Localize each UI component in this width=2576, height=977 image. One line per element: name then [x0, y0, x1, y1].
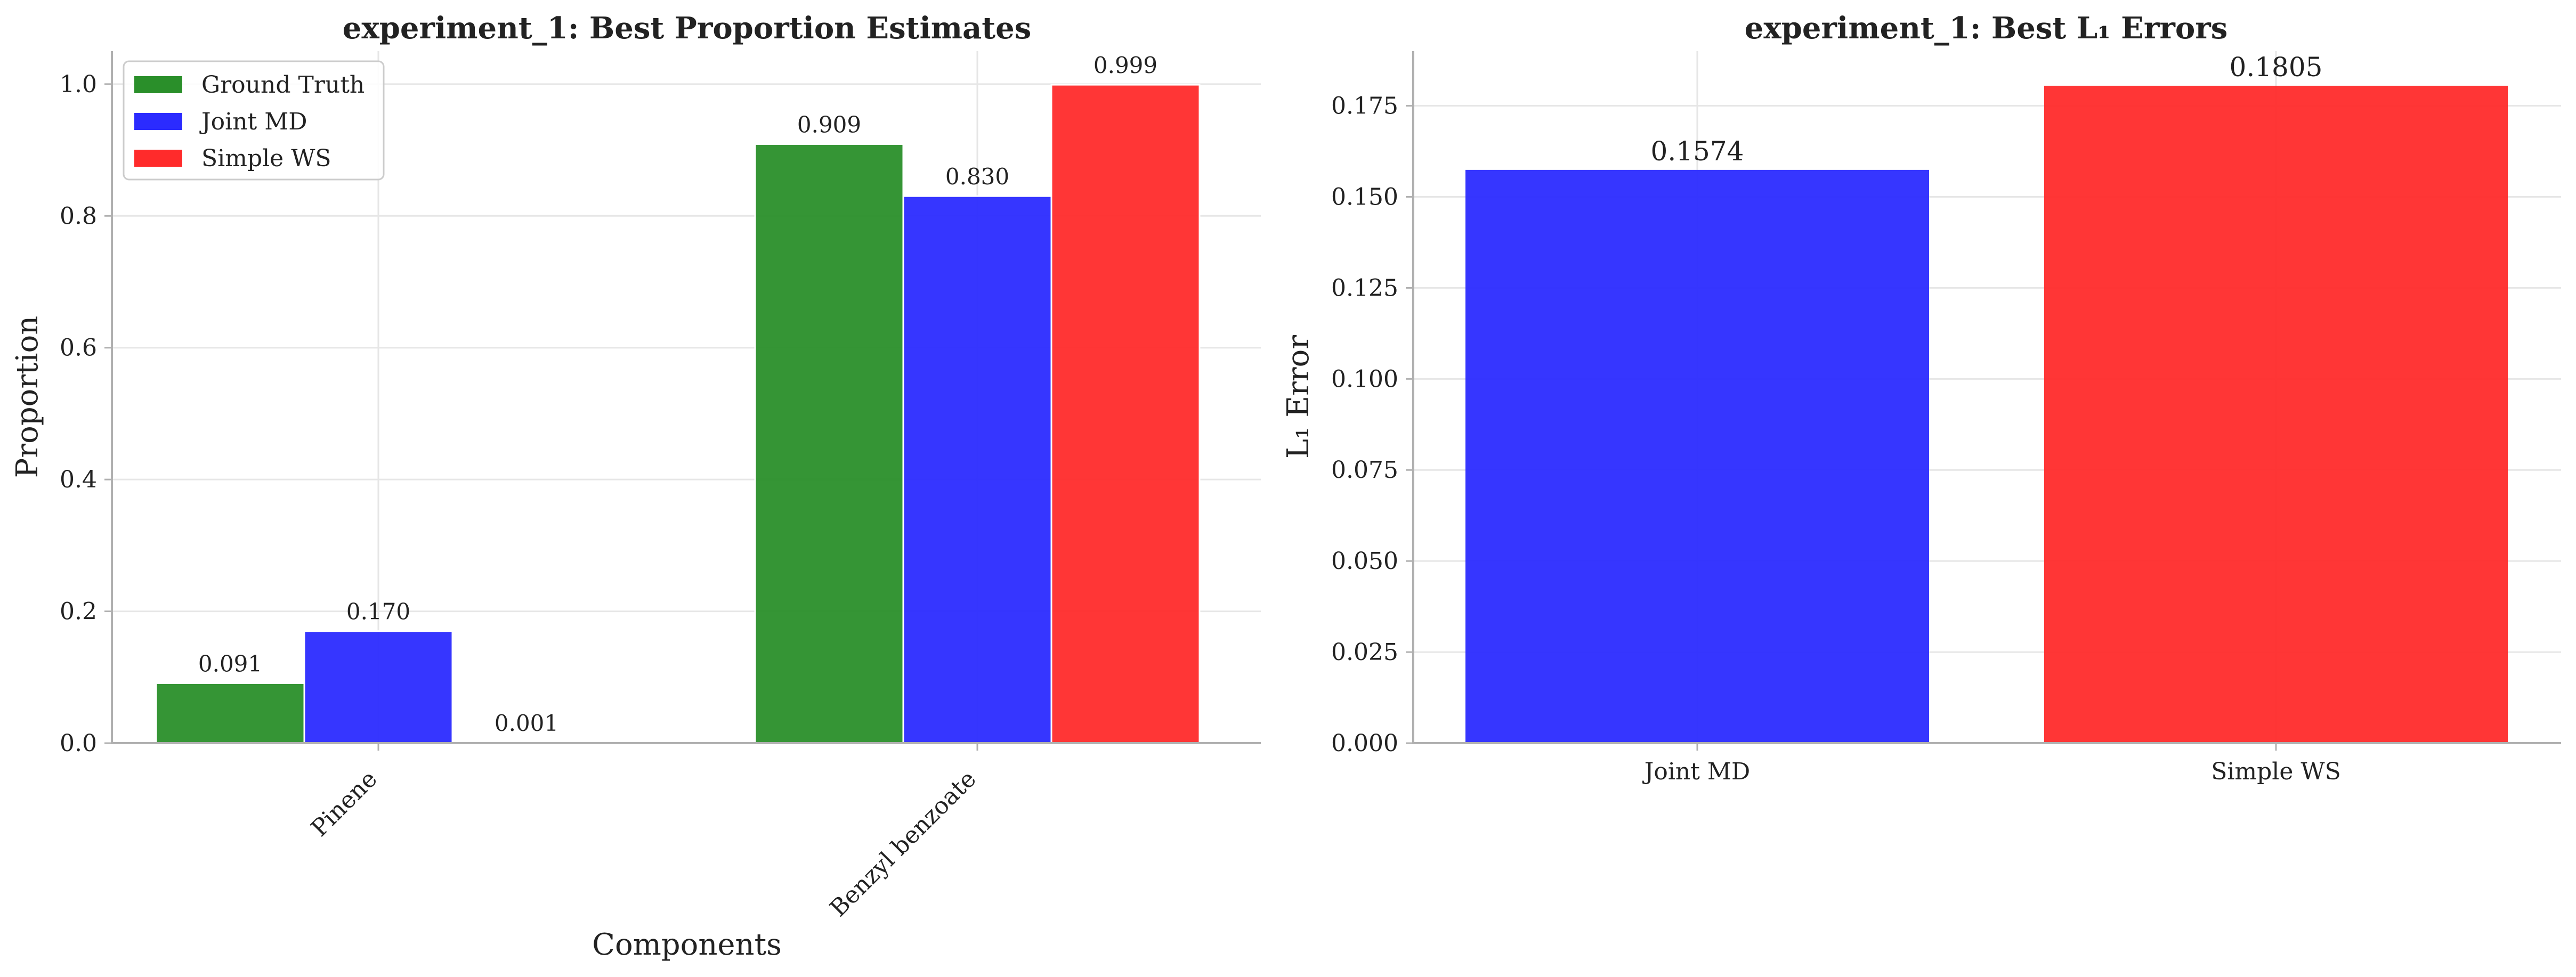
proportion-chart: experiment_1: Best Proportion Estimates …: [10, 11, 1261, 962]
left-y-ticks: 0.0 0.2 0.4 0.6 0.8 1.0: [60, 71, 112, 757]
right-data-labels: 0.1574 0.1805: [1651, 52, 2323, 167]
right-y-tick-label: 0.075: [1331, 457, 1398, 484]
bar-simple-ws: [1050, 84, 1201, 744]
right-x-ticks: Joint MD Simple WS: [1642, 743, 2341, 785]
right-y-tick-label: 0.050: [1331, 548, 1398, 575]
bar-value-label: 0.1805: [2230, 52, 2323, 83]
right-bars: [1465, 85, 2508, 744]
left-chart-title: experiment_1: Best Proportion Estimates: [343, 11, 1032, 46]
bar-value-label: 0.091: [198, 650, 262, 677]
legend-label: Ground Truth: [201, 71, 364, 99]
legend-label: Joint MD: [199, 108, 307, 135]
legend-frame: [123, 60, 385, 181]
bar-value-label: 0.1574: [1651, 136, 1744, 167]
bar-value-label: 0.999: [1093, 52, 1157, 78]
right-y-ticks: 0.000 0.025 0.050 0.075 0.100 0.125 0.150 0.175: [1331, 93, 1413, 757]
left-y-axis-label: Proportion: [10, 316, 45, 478]
bar-joint-md: [1465, 169, 1929, 743]
left-x-tick-label: Pinene: [306, 766, 383, 842]
bar-value-label: 0.001: [495, 710, 558, 736]
right-y-tick-label: 0.125: [1331, 274, 1398, 302]
l1-error-chart: experiment_1: Best L₁ Errors 0.1574 0.180…: [1281, 11, 2561, 785]
right-x-tick-label: Joint MD: [1642, 758, 1751, 785]
right-y-tick-label: 0.150: [1331, 183, 1398, 210]
bar-value-label: 0.830: [945, 164, 1009, 190]
left-y-tick-label: 1.0: [60, 71, 97, 98]
left-y-tick-label: 0.8: [60, 202, 97, 230]
left-x-axis-label: Components: [592, 927, 782, 962]
bar-ground-truth: [155, 682, 305, 744]
left-x-tick-label: Benzyl benzoate: [825, 766, 982, 922]
left-y-tick-label: 0.6: [60, 335, 97, 362]
right-x-tick-label: Simple WS: [2211, 758, 2341, 785]
left-y-tick-label: 0.4: [60, 466, 97, 493]
legend-swatch: [134, 113, 182, 130]
legend-swatch: [134, 76, 182, 93]
bar-value-label: 0.170: [346, 599, 410, 625]
right-y-tick-label: 0.000: [1331, 730, 1398, 757]
right-y-tick-label: 0.025: [1331, 639, 1398, 666]
bar-value-label: 0.909: [797, 111, 861, 137]
bar-simple-ws: [2044, 85, 2508, 744]
legend-label: Simple WS: [201, 145, 331, 172]
left-data-labels: 0.091 0.909 0.170 0.830 0.001 0.999: [198, 52, 1157, 736]
legend-swatch: [134, 150, 182, 167]
right-y-tick-label: 0.175: [1331, 93, 1398, 120]
bar-joint-md: [902, 195, 1052, 744]
left-y-tick-label: 0.0: [60, 730, 97, 757]
left-x-ticks: Pinene Benzyl benzoate: [306, 743, 982, 922]
legend: Ground Truth Joint MD Simple WS: [123, 60, 385, 181]
bar-ground-truth: [754, 143, 904, 744]
left-bars: [155, 84, 1201, 744]
right-chart-title: experiment_1: Best L₁ Errors: [1745, 11, 2228, 46]
right-y-axis-label: L₁ Error: [1281, 335, 1316, 459]
right-y-tick-label: 0.100: [1331, 365, 1398, 393]
left-y-tick-label: 0.2: [60, 598, 97, 625]
bar-joint-md: [303, 630, 453, 744]
